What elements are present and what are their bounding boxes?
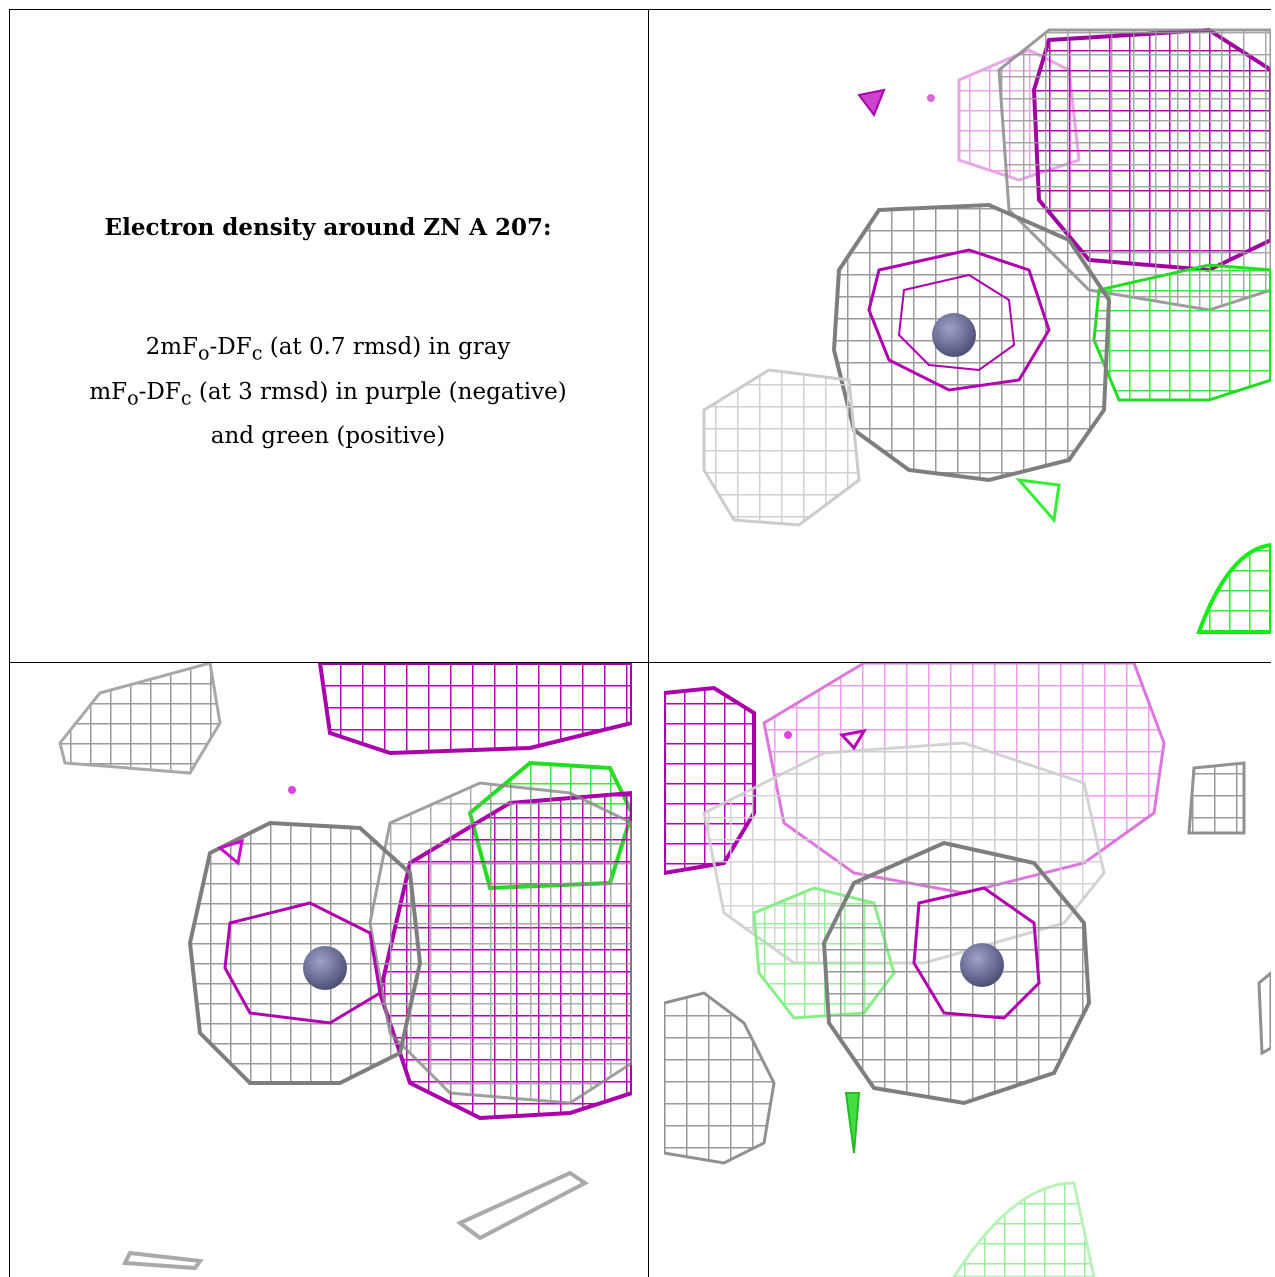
negative-density-fragment <box>839 728 867 751</box>
twofofc-density-fragment <box>456 1170 589 1241</box>
positive-density-spike <box>1015 478 1061 524</box>
negative-density-dot <box>927 94 935 102</box>
zinc-atom <box>303 946 347 990</box>
zinc-atom <box>932 313 976 357</box>
negative-density-contour <box>912 886 1041 1020</box>
positive-density-mesh <box>1092 263 1271 402</box>
twofofc-density-mesh-sphere <box>187 820 423 1085</box>
negative-density-fragment <box>857 88 886 118</box>
caption-line-colors: and green (positive) <box>210 423 446 450</box>
twofofc-density-fragment-2 <box>1257 971 1271 1056</box>
twofofc-density-mesh-corner <box>58 663 222 775</box>
table-border-top <box>9 9 1271 10</box>
caption-text: 2mFo-DFc (at 0.7 rmsd) in gray mFo-DFc (… <box>9 328 647 455</box>
negative-density-fragment <box>216 838 244 866</box>
twofofc-density-mesh-faint <box>702 368 861 527</box>
table-border-left <box>9 9 10 1277</box>
density-render-top-right <box>702 27 1271 634</box>
positive-density-dome <box>1196 542 1271 634</box>
twofofc-density-mesh-sphere <box>821 840 1092 1106</box>
twofofc-density-fragment-2 <box>121 1250 204 1271</box>
negative-density-mesh-top <box>317 663 632 756</box>
positive-density-dome-faint <box>952 1181 1096 1277</box>
caption-line-difference: mFo-DFc (at 3 rmsd) in purple (negative) <box>89 378 567 410</box>
positive-density-spike <box>844 1092 861 1154</box>
caption-line-gray: 2mFo-DFc (at 0.7 rmsd) in gray <box>145 334 511 365</box>
twofofc-density-fragment <box>1187 761 1246 835</box>
density-render-bottom-right <box>664 663 1271 1277</box>
view-bottom-left <box>10 663 632 1277</box>
view-bottom-right <box>664 663 1271 1277</box>
table-divider-vertical <box>648 9 649 1277</box>
caption-title: Electron density around ZN A 207: <box>104 214 552 241</box>
view-top-right <box>649 10 1271 662</box>
zinc-atom <box>960 943 1004 987</box>
negative-density-dot <box>288 786 296 794</box>
table-divider-horizontal <box>9 662 1271 663</box>
negative-density-dot <box>784 731 792 739</box>
negative-density-contour <box>867 248 1051 392</box>
caption-cell: Electron density around ZN A 207: 2mFo-D… <box>9 10 647 662</box>
twofofc-density-mesh-left <box>664 991 776 1165</box>
negative-density-contour <box>223 901 382 1025</box>
density-render-bottom-left <box>58 663 632 1271</box>
